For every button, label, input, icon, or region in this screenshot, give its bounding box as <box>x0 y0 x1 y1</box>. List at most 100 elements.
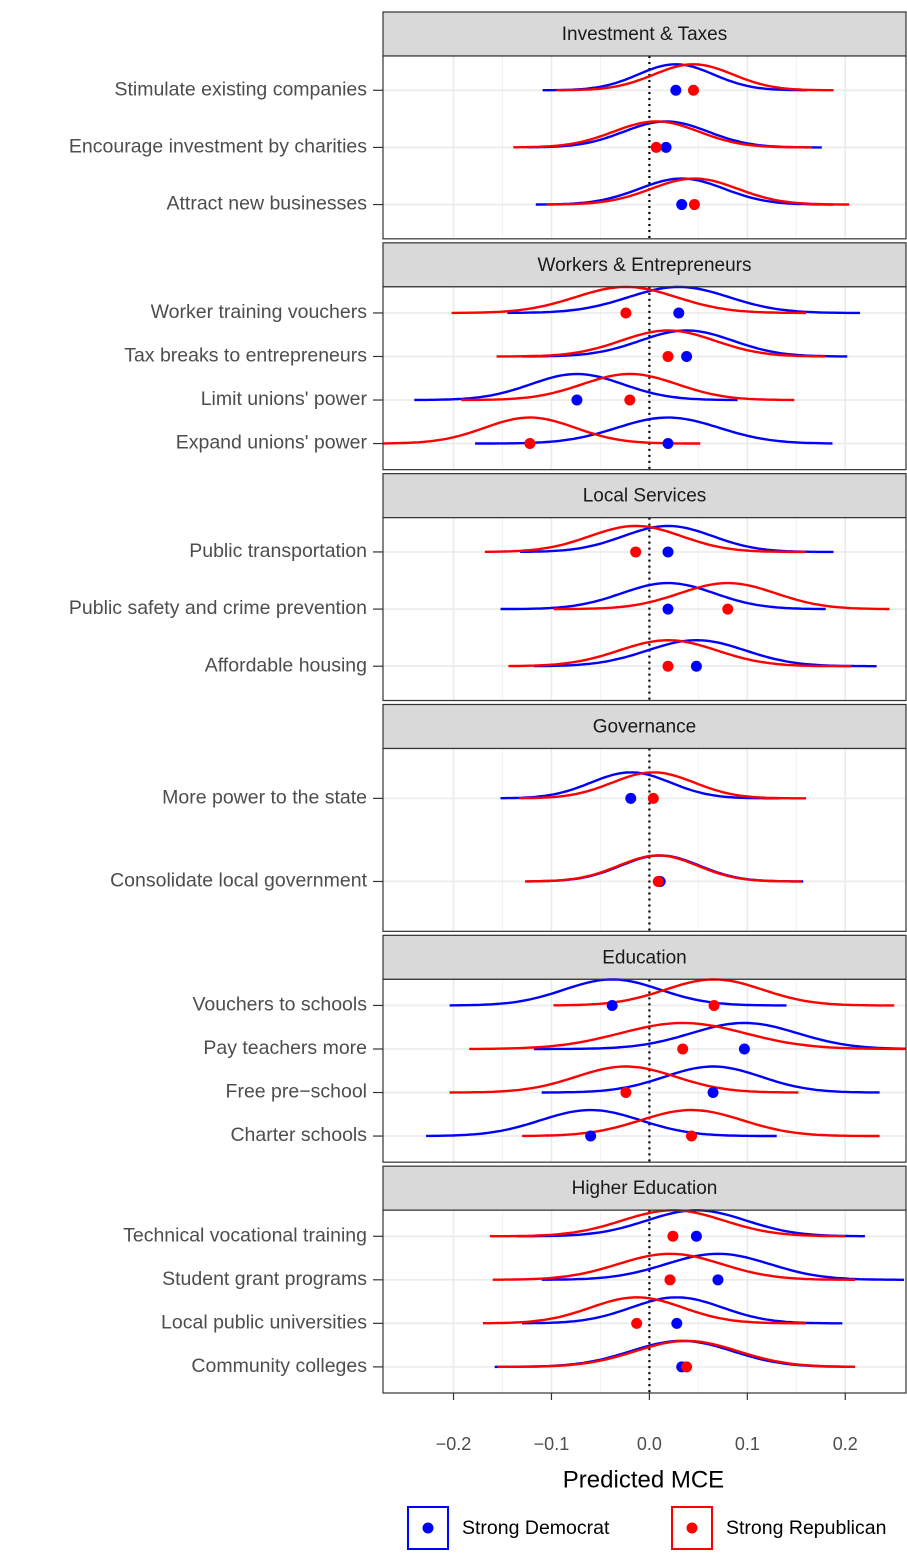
density-curve <box>496 329 826 358</box>
point <box>650 141 662 153</box>
density-curve <box>546 177 850 206</box>
y-tick-label: Tax breaks to entrepreneurs <box>124 345 367 367</box>
strip-title: Investment & Taxes <box>562 24 727 45</box>
y-tick-label: Expand unions' power <box>176 432 368 454</box>
y-tick-label: More power to the state <box>162 787 367 809</box>
point <box>660 141 672 153</box>
point <box>687 84 699 96</box>
point <box>662 438 674 450</box>
point <box>738 1043 750 1055</box>
point <box>662 546 674 558</box>
strip-title: Governance <box>593 717 697 738</box>
point <box>690 660 702 672</box>
legend-point <box>422 1522 434 1534</box>
x-tick-label: 0.2 <box>833 1434 858 1454</box>
point <box>673 307 685 319</box>
panel-border <box>382 286 907 471</box>
density-curve <box>508 638 852 668</box>
point <box>571 394 583 406</box>
panel-border <box>382 747 907 932</box>
density-curve <box>414 372 738 402</box>
point <box>630 546 642 558</box>
point <box>712 1274 724 1286</box>
point <box>707 1087 719 1099</box>
strip <box>382 11 907 57</box>
point <box>524 438 536 450</box>
density-curve <box>533 1021 906 1051</box>
y-tick-label: Charter schools <box>230 1124 367 1146</box>
density-curve <box>541 1252 904 1281</box>
legend-label: Strong Republican <box>726 1517 886 1539</box>
panel-bg <box>383 286 906 470</box>
point <box>664 1274 676 1286</box>
point <box>681 350 693 362</box>
point <box>620 1087 632 1099</box>
point <box>606 999 618 1011</box>
point <box>585 1130 597 1142</box>
density-curve <box>449 1065 799 1094</box>
panel-bg <box>383 1210 906 1393</box>
density-curve <box>484 524 807 554</box>
y-tick-label: Public safety and crime prevention <box>69 597 367 619</box>
strip <box>382 473 907 519</box>
density-curve <box>541 1065 880 1094</box>
point <box>686 1130 698 1142</box>
x-tick-label: 0.1 <box>735 1434 760 1454</box>
point <box>688 199 700 211</box>
y-tick-label: Consolidate local government <box>110 870 367 892</box>
point <box>631 1317 643 1329</box>
panel-border <box>382 1209 907 1394</box>
point <box>722 603 734 615</box>
y-tick-label: Student grant programs <box>162 1268 367 1290</box>
point <box>681 1361 693 1373</box>
y-tick-label: Limit unions' power <box>201 388 368 410</box>
density-curve <box>492 1252 856 1281</box>
y-tick-label: Free pre−school <box>226 1081 367 1103</box>
y-tick-label: Attract new businesses <box>166 193 367 215</box>
x-tick-label: −0.2 <box>436 1434 472 1454</box>
y-tick-label: Affordable housing <box>205 654 367 676</box>
density-curve <box>513 120 812 149</box>
panel-border <box>382 55 907 240</box>
point <box>677 1043 689 1055</box>
strip <box>382 242 907 288</box>
point <box>708 999 720 1011</box>
density-curve <box>500 581 826 611</box>
y-tick-label: Technical vocational training <box>123 1224 367 1246</box>
density-curve <box>519 771 807 800</box>
density-curve <box>461 372 795 402</box>
strip <box>382 703 907 750</box>
strip-title: Education <box>602 947 687 968</box>
density-curve <box>482 1296 807 1325</box>
panel-bg <box>383 979 906 1163</box>
density-curve <box>522 1108 880 1138</box>
density-curve <box>553 581 890 611</box>
y-tick-label: Community colleges <box>191 1355 367 1377</box>
point <box>620 307 632 319</box>
y-tick-label: Pay teachers more <box>203 1037 367 1059</box>
point <box>652 875 664 887</box>
legend-point <box>686 1522 698 1534</box>
strip <box>382 934 907 980</box>
point <box>625 792 637 804</box>
panel-border <box>382 978 907 1163</box>
y-tick-label: Local public universities <box>161 1312 367 1334</box>
point <box>624 394 636 406</box>
panel-bg <box>383 748 906 932</box>
density-curve <box>426 1108 777 1138</box>
density-curve <box>469 1021 906 1051</box>
strip-title: Workers & Entrepreneurs <box>537 255 751 276</box>
point <box>676 199 688 211</box>
density-curve <box>497 1339 856 1369</box>
point <box>662 350 674 362</box>
density-curve <box>556 63 834 92</box>
strip-title: Local Services <box>583 486 707 507</box>
point <box>671 1317 683 1329</box>
point <box>662 660 674 672</box>
x-tick-label: 0.0 <box>637 1434 662 1454</box>
point <box>667 1230 679 1242</box>
y-tick-label: Public transportation <box>189 540 367 562</box>
point <box>662 603 674 615</box>
